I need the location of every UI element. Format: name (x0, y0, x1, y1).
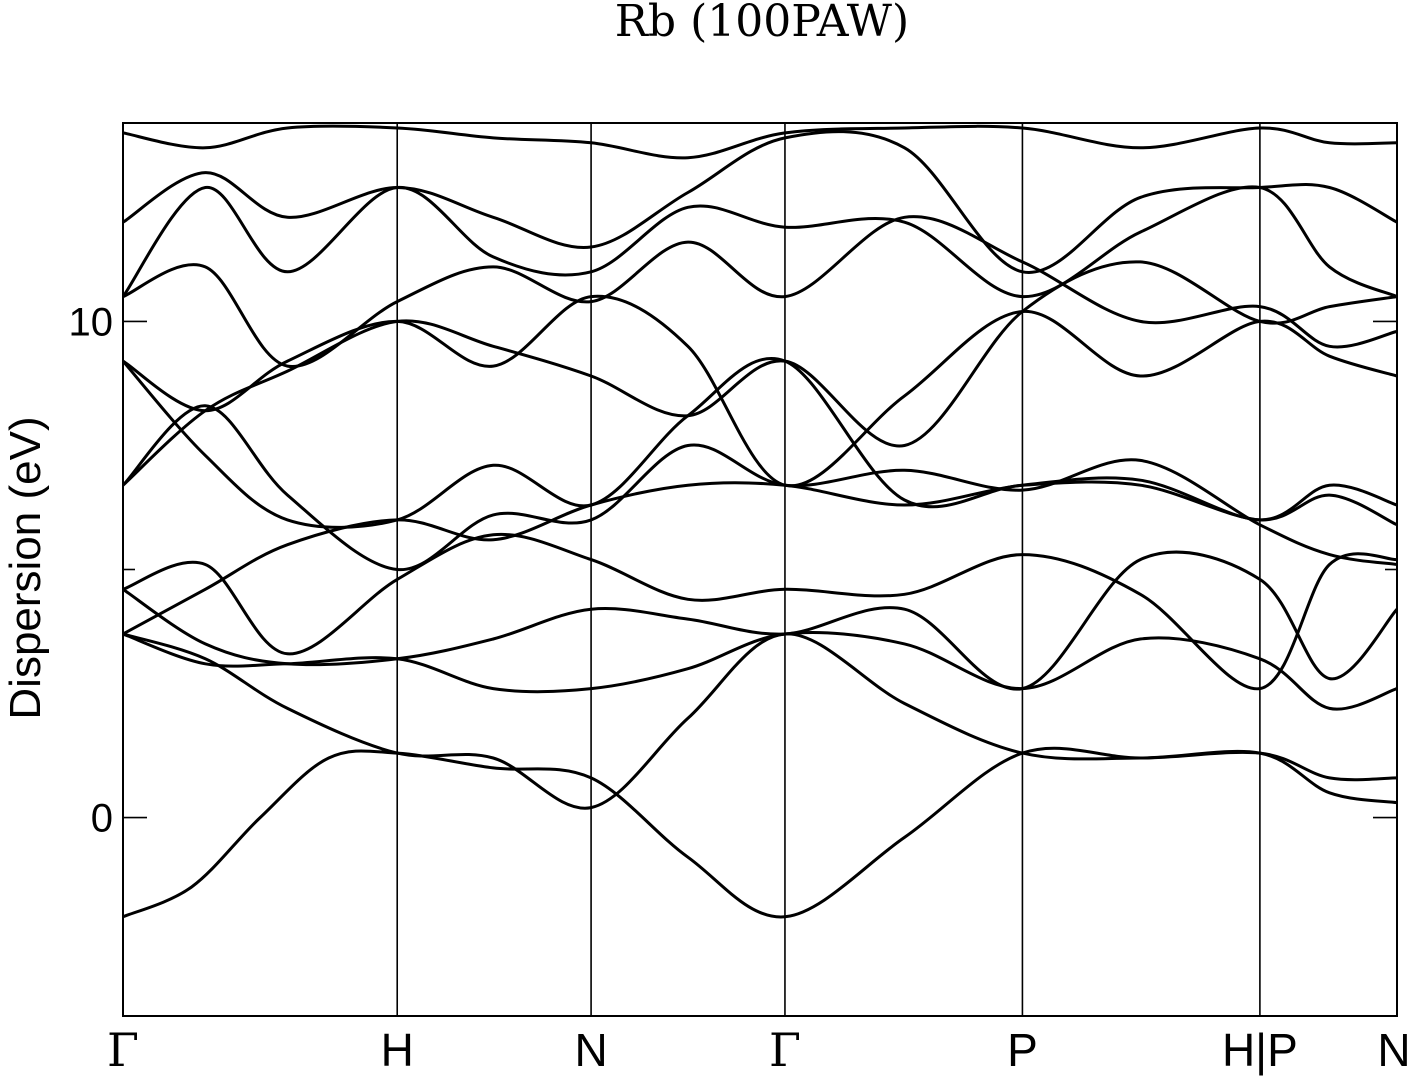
band-line-1 (123, 746, 1397, 919)
band-line-14 (123, 124, 1397, 160)
plot-frame (122, 122, 1398, 1017)
y-tick-label: 0 (91, 797, 113, 841)
kpoint-label-3: N (574, 1024, 607, 1076)
kpoint-label-2: H (381, 1024, 414, 1076)
kpoint-label-7: N (1377, 1024, 1410, 1076)
kpoint-label-6: H|P (1222, 1024, 1298, 1076)
band-line-9 (123, 260, 1397, 487)
kpoint-labels-group: Γ H N Γ P H|P N (107, 1023, 1411, 1077)
chart-title: Rb (100PAW) (615, 0, 909, 47)
band-line-5 (123, 532, 1397, 691)
band-line-7 (123, 404, 1397, 572)
kpoint-label-4: Γ (769, 1023, 801, 1077)
y-tick-label: 10 (69, 300, 114, 344)
kpoint-label-5: P (1007, 1024, 1038, 1076)
band-line-8 (123, 357, 1397, 529)
band-line-13 (123, 130, 1397, 274)
band-line-10 (123, 294, 1397, 488)
band-line-11 (123, 215, 1397, 368)
kpoint-lines-group (396, 123, 1261, 1016)
y-ticks-group: 0 10 (69, 300, 1397, 841)
kpoint-label-1: Γ (107, 1023, 139, 1077)
band-line-4 (123, 550, 1397, 691)
bands-group (123, 124, 1397, 919)
band-line-2 (123, 632, 1397, 810)
band-line-3 (123, 631, 1397, 711)
y-axis-label: Dispersion (eV) (1, 416, 50, 719)
band-line-12 (123, 185, 1397, 299)
